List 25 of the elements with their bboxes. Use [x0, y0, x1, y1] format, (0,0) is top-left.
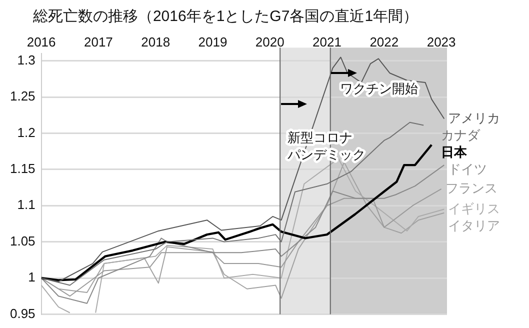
- y-tick-label: 1: [28, 270, 36, 285]
- y-tick-label: 0.95: [10, 306, 36, 321]
- band-label: ワクチン開始: [340, 81, 418, 96]
- x-tick-label: 2019: [198, 34, 228, 50]
- x-tick-label: 2022: [370, 34, 399, 50]
- series-label: イタリア: [448, 218, 500, 233]
- y-tick-label: 1.25: [10, 88, 36, 104]
- x-tick-label: 2023: [426, 34, 456, 50]
- x-tick-label: 2017: [84, 34, 113, 50]
- y-tick-label: 1.05: [10, 233, 36, 248]
- x-tick-label: 2018: [141, 34, 170, 50]
- y-tick-label: 1.3: [17, 52, 36, 68]
- x-tick-label: 2020: [255, 34, 284, 50]
- x-tick-label: 2021: [312, 34, 342, 50]
- y-tick-label: 1.15: [10, 161, 36, 176]
- series-label: イギリス: [448, 200, 500, 216]
- series-label: フランス: [445, 180, 498, 196]
- y-tick-label: 1.1: [17, 197, 36, 212]
- series-label: アメリカ: [448, 110, 500, 126]
- chart-title: 総死亡数の推移（2016年を1としたG7各国の直近1年間）: [32, 8, 418, 26]
- x-tick-label: 2016: [26, 34, 56, 50]
- y-tick-label: 1.2: [17, 124, 36, 140]
- series-label: ドイツ: [448, 161, 488, 176]
- series-label: カナダ: [441, 127, 481, 142]
- series-label: 日本: [441, 144, 468, 160]
